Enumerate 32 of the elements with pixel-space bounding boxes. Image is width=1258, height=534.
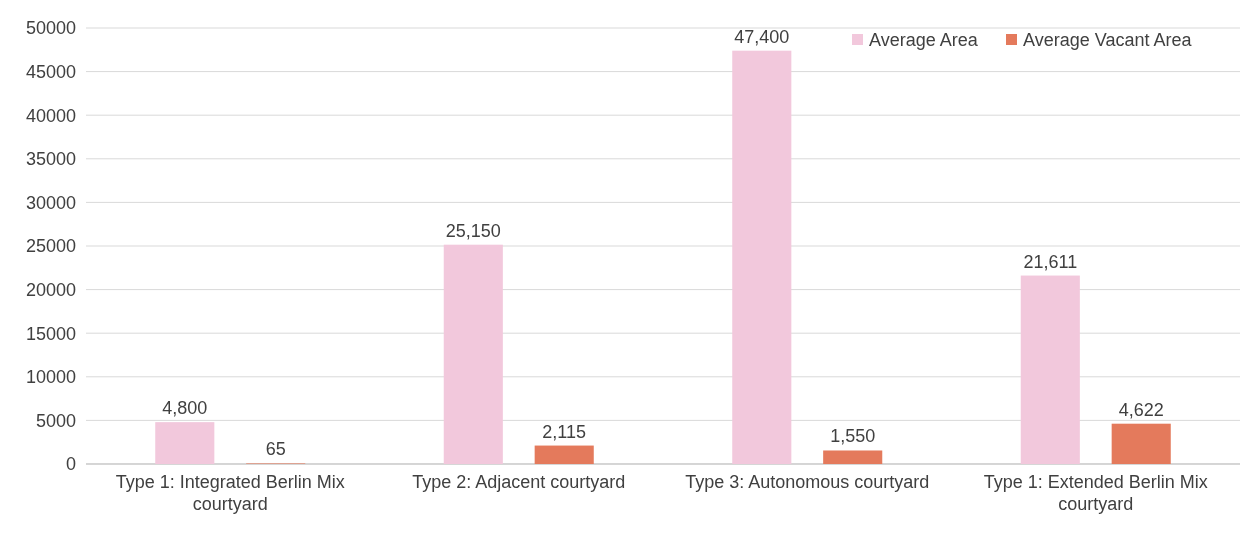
bar	[155, 422, 215, 464]
bar	[732, 50, 792, 464]
x-tick-label: Type 1: Extended Berlin Mix courtyard	[983, 472, 1208, 514]
data-label: 25,150	[445, 220, 501, 241]
data-label: 2,115	[542, 421, 587, 442]
bar	[823, 450, 883, 464]
data-label: 65	[265, 439, 286, 460]
legend-label: Average Vacant Area	[1023, 30, 1193, 51]
data-label: 47,400	[734, 26, 790, 47]
y-tick-label: 50000	[25, 18, 76, 39]
x-tick-label: Type 3: Autonomous courtyard	[685, 472, 930, 492]
bar	[1111, 423, 1171, 464]
data-label: 4,800	[162, 398, 208, 419]
y-tick-label: 35000	[25, 149, 76, 170]
y-tick-label: 10000	[25, 367, 76, 388]
y-tick-label: 30000	[25, 192, 76, 213]
bar	[1020, 275, 1080, 464]
x-tick-label: Type 1: Integrated Berlin Mix courtyard	[115, 472, 345, 514]
x-tick-label: Type 2: Adjacent courtyard	[412, 472, 626, 492]
legend-label: Average Area	[869, 30, 979, 51]
data-label: 1,550	[830, 426, 876, 447]
y-tick-label: 0	[65, 454, 76, 475]
data-label: 21,611	[1023, 251, 1078, 272]
y-tick-label: 45000	[25, 61, 76, 82]
y-tick-label: 5000	[35, 410, 76, 431]
y-tick-label: 40000	[25, 105, 76, 126]
bar	[534, 445, 594, 464]
y-tick-label: 20000	[25, 279, 76, 300]
data-label: 4,622	[1118, 399, 1164, 420]
y-tick-label: 15000	[25, 323, 76, 344]
y-tick-label: 25000	[25, 236, 76, 257]
bar	[443, 244, 503, 464]
